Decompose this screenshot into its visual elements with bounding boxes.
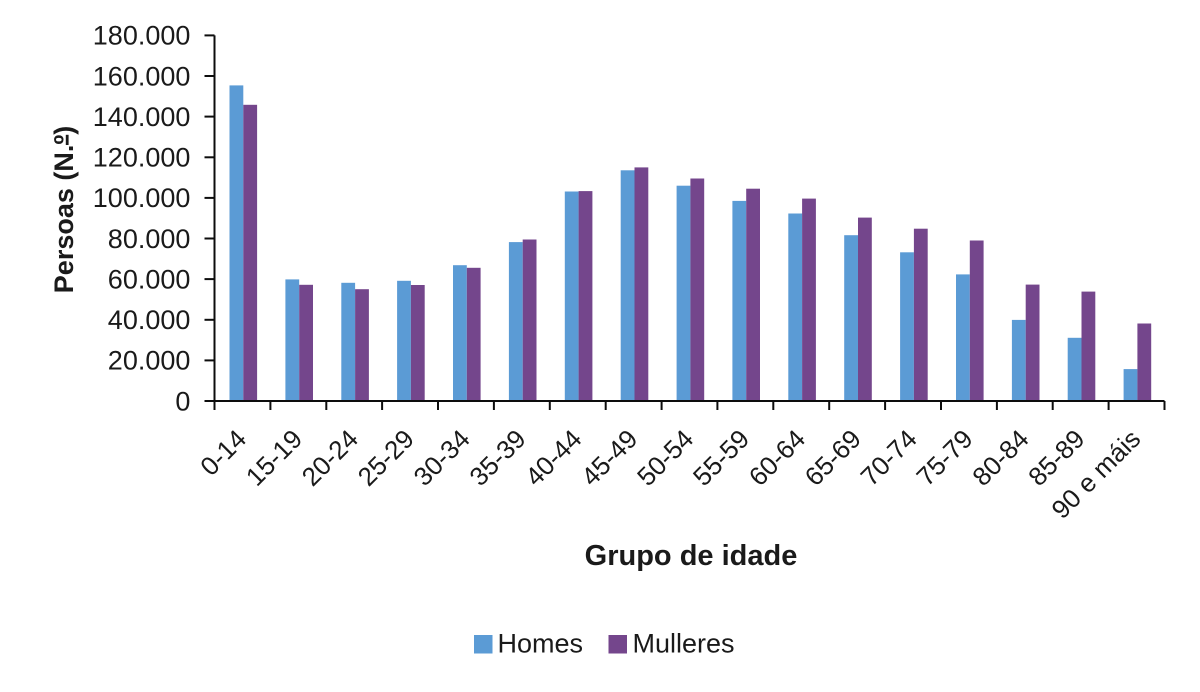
svg-text:45-49: 45-49 xyxy=(575,424,643,492)
svg-text:120.000: 120.000 xyxy=(93,143,191,173)
svg-text:30-34: 30-34 xyxy=(408,424,476,492)
svg-text:25-29: 25-29 xyxy=(352,424,420,492)
svg-text:100.000: 100.000 xyxy=(93,183,191,213)
svg-text:65-69: 65-69 xyxy=(799,424,867,492)
svg-text:40-44: 40-44 xyxy=(519,424,587,492)
svg-text:40.000: 40.000 xyxy=(108,305,191,335)
svg-text:80.000: 80.000 xyxy=(108,224,191,254)
svg-text:70-74: 70-74 xyxy=(855,424,923,492)
svg-text:20.000: 20.000 xyxy=(108,346,191,376)
svg-text:180.000: 180.000 xyxy=(93,21,191,51)
svg-text:160.000: 160.000 xyxy=(93,61,191,91)
svg-text:35-39: 35-39 xyxy=(463,424,531,492)
svg-text:75-79: 75-79 xyxy=(910,424,978,492)
svg-text:15-19: 15-19 xyxy=(240,424,308,492)
svg-text:55-59: 55-59 xyxy=(687,424,755,492)
svg-text:Mulleres: Mulleres xyxy=(633,629,735,659)
svg-text:0: 0 xyxy=(175,386,190,416)
svg-text:60-64: 60-64 xyxy=(743,424,811,492)
svg-text:20-24: 20-24 xyxy=(296,424,364,492)
svg-text:60.000: 60.000 xyxy=(108,264,191,294)
svg-text:Homes: Homes xyxy=(498,629,584,659)
svg-text:Grupo de idade: Grupo de idade xyxy=(585,540,798,572)
svg-text:80-84: 80-84 xyxy=(966,424,1034,492)
svg-text:140.000: 140.000 xyxy=(93,102,191,132)
svg-text:Persoas (N.º): Persoas (N.º) xyxy=(49,126,79,293)
svg-text:50-54: 50-54 xyxy=(631,424,699,492)
